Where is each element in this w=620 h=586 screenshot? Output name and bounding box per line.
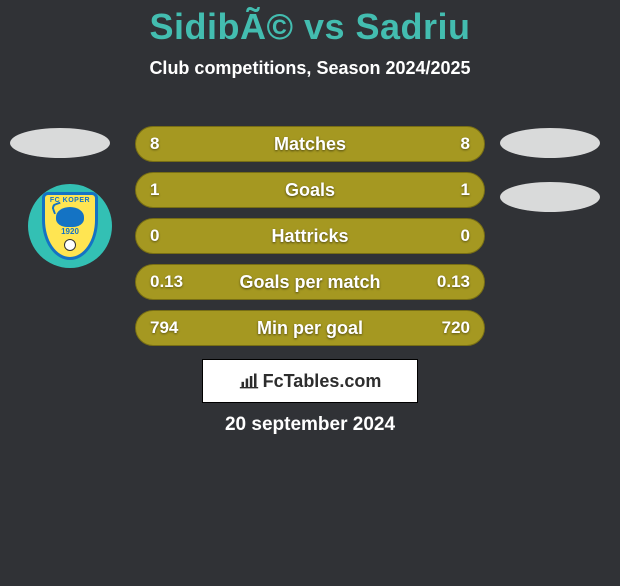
stat-right-value: 1	[461, 180, 470, 200]
bar-chart-icon	[239, 373, 259, 389]
branding-text: FcTables.com	[263, 371, 382, 392]
player2-photo-placeholder	[500, 128, 600, 158]
stat-label: Goals per match	[136, 272, 484, 293]
stat-left-value: 794	[150, 318, 178, 338]
stat-left-value: 1	[150, 180, 159, 200]
player1-club-crest: FC KOPER 1920	[28, 184, 112, 268]
stat-row: 0.13Goals per match0.13	[135, 264, 485, 300]
stat-right-value: 8	[461, 134, 470, 154]
crest-year: 1920	[61, 227, 79, 236]
stat-left-value: 8	[150, 134, 159, 154]
crest-ball-icon	[64, 239, 76, 251]
subtitle: Club competitions, Season 2024/2025	[0, 58, 620, 79]
stat-row: 0Hattricks0	[135, 218, 485, 254]
crest-bull-icon	[56, 207, 84, 227]
stat-row: 1Goals1	[135, 172, 485, 208]
crest-shield: FC KOPER 1920	[42, 192, 98, 260]
player2-club-placeholder	[500, 182, 600, 212]
branding-badge: FcTables.com	[202, 359, 418, 403]
stat-row: 8Matches8	[135, 126, 485, 162]
player1-photo-placeholder	[10, 128, 110, 158]
stat-row: 794Min per goal720	[135, 310, 485, 346]
stat-label: Goals	[136, 180, 484, 201]
stat-left-value: 0	[150, 226, 159, 246]
stat-label: Min per goal	[136, 318, 484, 339]
stat-right-value: 720	[442, 318, 470, 338]
infographic-date: 20 september 2024	[0, 414, 620, 436]
stats-table: 8Matches8 1Goals1 0Hattricks0 0.13Goals per…	[135, 126, 485, 356]
page-title: SidibÃ© vs Sadriu	[0, 6, 620, 48]
stat-left-value: 0.13	[150, 272, 183, 292]
stat-label: Hattricks	[136, 226, 484, 247]
stat-label: Matches	[136, 134, 484, 155]
stat-right-value: 0.13	[437, 272, 470, 292]
stat-right-value: 0	[461, 226, 470, 246]
